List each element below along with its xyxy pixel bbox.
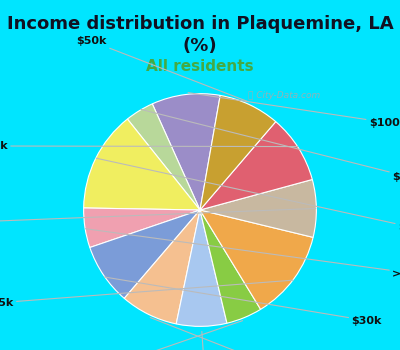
Wedge shape bbox=[200, 180, 316, 237]
Wedge shape bbox=[90, 210, 200, 298]
Text: All residents: All residents bbox=[146, 59, 254, 74]
Text: $50k: $50k bbox=[76, 36, 248, 102]
Text: $200k: $200k bbox=[150, 317, 325, 350]
Text: ⓘ City-Data.com: ⓘ City-Data.com bbox=[248, 91, 320, 100]
Text: $75k: $75k bbox=[190, 331, 221, 350]
Wedge shape bbox=[200, 122, 312, 210]
Wedge shape bbox=[200, 210, 261, 323]
Wedge shape bbox=[84, 119, 200, 210]
Text: > $200k: > $200k bbox=[86, 229, 400, 279]
Wedge shape bbox=[128, 104, 200, 210]
Text: $20k: $20k bbox=[96, 158, 400, 232]
Text: $10k: $10k bbox=[0, 209, 316, 227]
Wedge shape bbox=[200, 210, 313, 309]
Text: $30k: $30k bbox=[104, 277, 382, 326]
Text: Income distribution in Plaquemine, LA
(%): Income distribution in Plaquemine, LA (%… bbox=[7, 15, 393, 55]
Text: $150k: $150k bbox=[141, 109, 400, 182]
Wedge shape bbox=[152, 94, 220, 210]
Wedge shape bbox=[84, 208, 200, 247]
Text: $40k: $40k bbox=[0, 141, 298, 151]
Text: $60k: $60k bbox=[76, 321, 243, 350]
Text: $125k: $125k bbox=[0, 280, 293, 308]
Wedge shape bbox=[124, 210, 200, 324]
Wedge shape bbox=[176, 210, 227, 326]
Text: $100k: $100k bbox=[188, 93, 400, 128]
Wedge shape bbox=[200, 96, 276, 210]
